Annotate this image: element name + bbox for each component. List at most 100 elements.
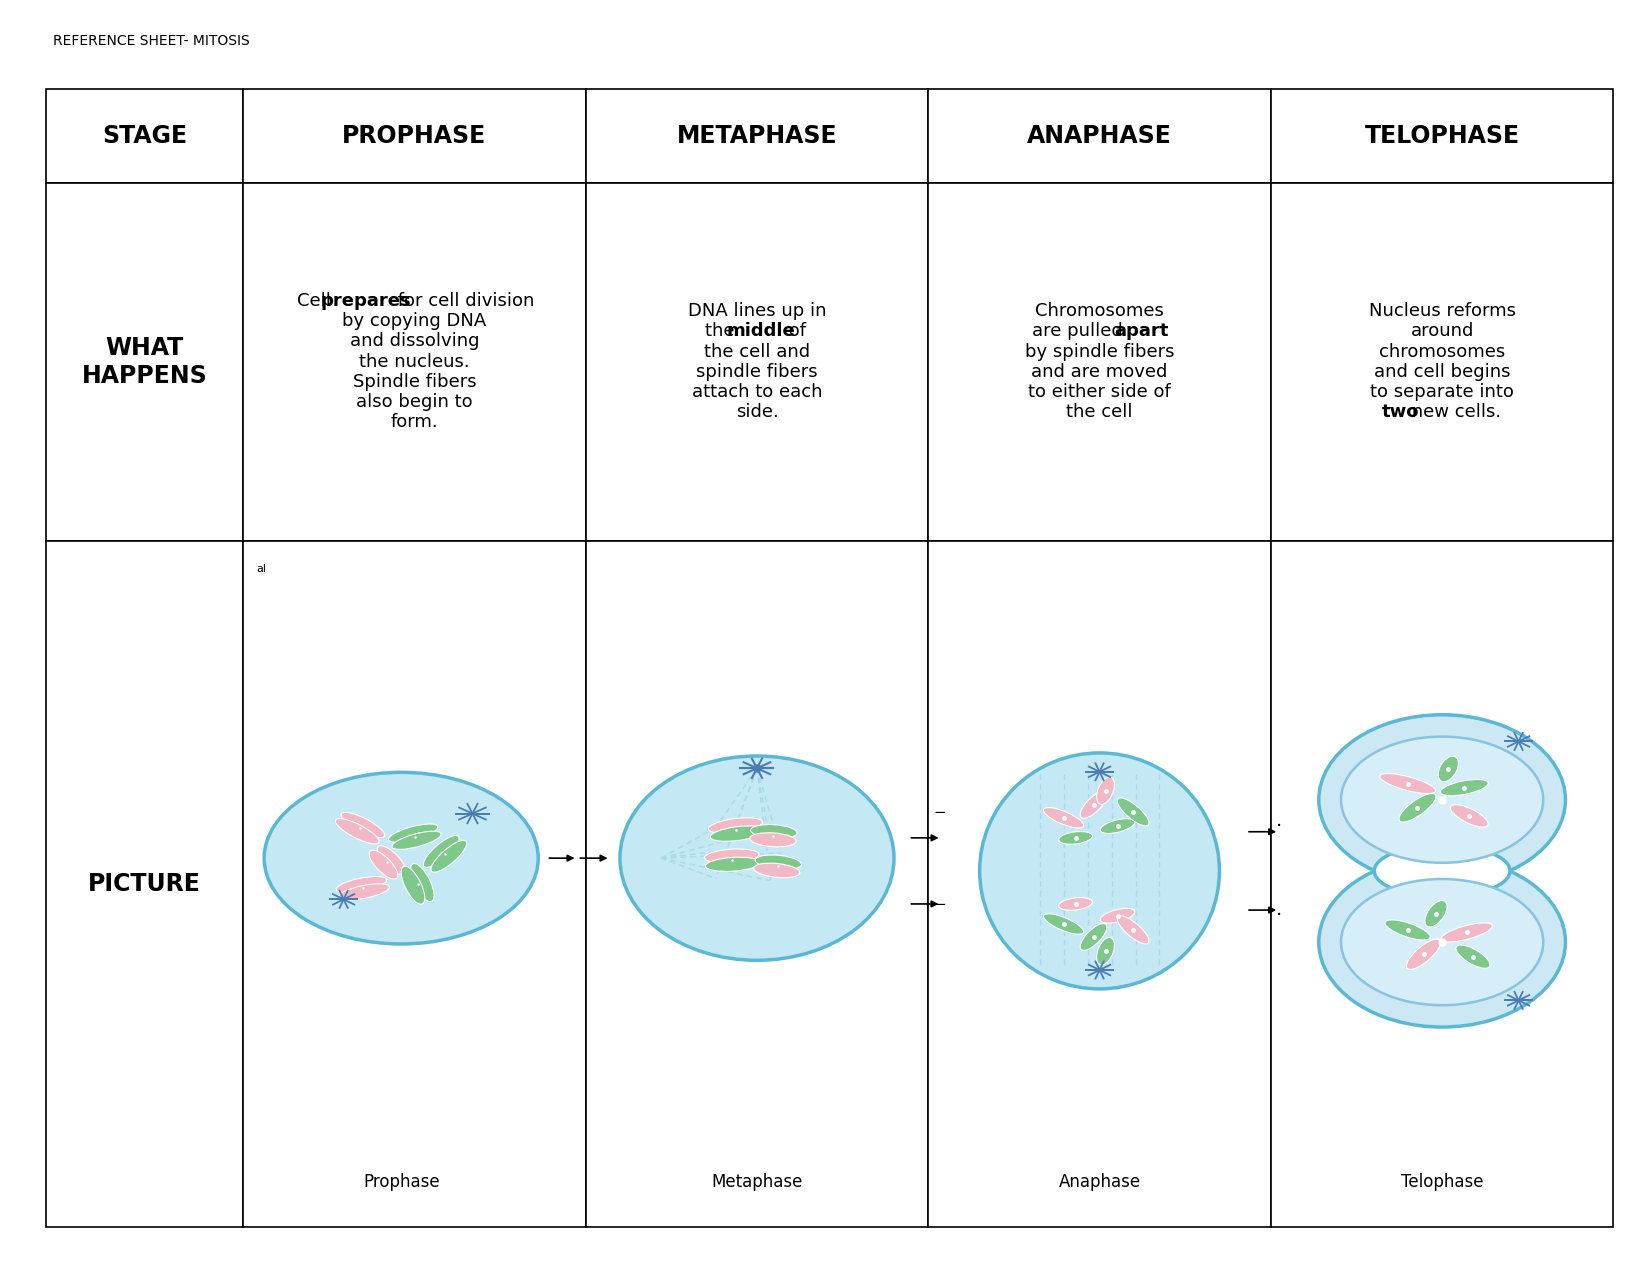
Ellipse shape [1380,774,1436,793]
Text: the: the [705,323,741,340]
Text: to either side of: to either side of [1029,382,1171,400]
Ellipse shape [370,850,398,878]
Ellipse shape [1341,737,1544,863]
Ellipse shape [751,825,797,839]
Ellipse shape [335,819,380,844]
Ellipse shape [1440,779,1488,796]
Text: form.: form. [391,413,438,431]
Bar [1271,541,1613,1227]
Text: WHAT
HAPPENS: WHAT HAPPENS [83,335,208,388]
Ellipse shape [1374,845,1511,896]
Text: are pulled: are pulled [1032,323,1129,340]
Ellipse shape [1100,819,1134,834]
Text: of: of [783,323,806,340]
Bar [243,89,586,182]
Text: ·: · [1276,816,1283,835]
Ellipse shape [376,845,406,875]
Ellipse shape [705,857,759,871]
Bar [586,182,928,541]
Bar [586,541,928,1227]
Bar [928,89,1271,182]
Text: the cell: the cell [1067,403,1133,421]
Ellipse shape [1080,923,1106,950]
Bar [243,541,586,1227]
Ellipse shape [1118,798,1149,826]
Ellipse shape [1407,938,1441,969]
Ellipse shape [1118,915,1149,944]
Text: attach to each: attach to each [692,382,822,400]
Bar [46,89,243,182]
Text: ANAPHASE: ANAPHASE [1027,124,1172,148]
Ellipse shape [1398,793,1436,822]
Ellipse shape [708,817,763,833]
Ellipse shape [710,826,764,842]
Text: around: around [1410,323,1474,340]
Text: PROPHASE: PROPHASE [342,124,487,148]
Text: METAPHASE: METAPHASE [677,124,837,148]
Ellipse shape [1058,831,1093,844]
Ellipse shape [753,863,799,877]
Text: Nucleus reforms: Nucleus reforms [1369,302,1516,320]
Bar [586,89,928,182]
Ellipse shape [1385,919,1430,940]
Ellipse shape [388,824,438,843]
Ellipse shape [1043,807,1083,827]
Ellipse shape [391,831,441,849]
Ellipse shape [431,840,467,872]
Ellipse shape [979,754,1220,989]
Ellipse shape [342,812,385,838]
Ellipse shape [401,866,424,904]
Ellipse shape [619,756,893,960]
Text: also begin to: also begin to [357,393,472,411]
Text: −: − [933,805,946,820]
Text: for cell division: for cell division [393,292,535,310]
Text: DNA lines up in: DNA lines up in [688,302,826,320]
Text: Chromosomes: Chromosomes [1035,302,1164,320]
Ellipse shape [750,833,796,847]
Text: −: − [933,896,946,912]
Ellipse shape [1319,715,1565,885]
Text: Prophase: Prophase [363,1173,439,1191]
Text: the nucleus.: the nucleus. [358,353,469,371]
Text: ·: · [1276,907,1283,926]
Text: two: two [1382,403,1420,421]
Ellipse shape [1425,900,1446,927]
Text: the cell and: the cell and [703,343,811,361]
Bar [243,182,586,541]
Text: and cell begins: and cell begins [1374,362,1511,381]
Text: side.: side. [736,403,778,421]
Bar [1271,182,1613,541]
Ellipse shape [1100,908,1134,923]
Ellipse shape [1096,776,1114,805]
Text: REFERENCE SHEET- MITOSIS: REFERENCE SHEET- MITOSIS [53,34,249,47]
Ellipse shape [337,876,386,892]
Ellipse shape [1096,937,1114,965]
Text: middle: middle [726,323,796,340]
Text: prepares: prepares [320,292,411,310]
Bar [46,182,243,541]
Text: al: al [256,564,266,574]
Ellipse shape [755,856,801,870]
Ellipse shape [705,849,759,863]
Text: chromosomes: chromosomes [1379,343,1506,361]
Text: and are moved: and are moved [1032,362,1167,381]
Ellipse shape [411,863,434,901]
Text: Anaphase: Anaphase [1058,1173,1141,1191]
Ellipse shape [338,884,390,900]
Text: Metaphase: Metaphase [712,1173,802,1191]
Bar [1271,89,1613,182]
Text: PICTURE: PICTURE [88,872,201,895]
Text: new cells.: new cells. [1407,403,1501,421]
Ellipse shape [1456,945,1489,968]
Text: by copying DNA: by copying DNA [342,312,487,330]
Text: Spindle fibers: Spindle fibers [353,372,475,390]
Text: spindle fibers: spindle fibers [697,362,817,381]
Ellipse shape [423,835,459,867]
Text: TELOPHASE: TELOPHASE [1365,124,1519,148]
Bar [1408,854,1476,887]
Text: Telophase: Telophase [1400,1173,1483,1191]
Text: Cell: Cell [297,292,337,310]
Ellipse shape [1438,756,1458,782]
Ellipse shape [1319,857,1565,1028]
Ellipse shape [1451,805,1488,827]
